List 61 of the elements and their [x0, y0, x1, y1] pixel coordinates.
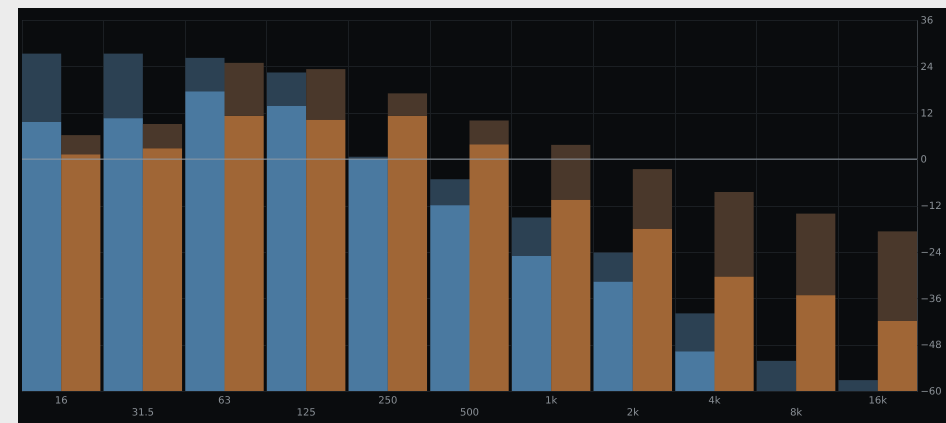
- x-tick-label: 4k: [708, 396, 721, 406]
- x-tick-label: 500: [460, 408, 480, 418]
- bar: [796, 295, 836, 391]
- bar: [61, 135, 100, 154]
- x-tick-label: 16k: [868, 396, 888, 406]
- bar: [594, 282, 633, 391]
- bar: [878, 231, 917, 322]
- bar: [306, 69, 346, 120]
- y-tick-label: −48: [920, 340, 942, 352]
- bar: [306, 120, 346, 391]
- bar: [714, 192, 754, 277]
- bar: [756, 360, 796, 391]
- bar: [714, 276, 754, 391]
- bar: [551, 200, 590, 391]
- x-tick-label: 250: [378, 396, 398, 406]
- y-tick-label: −60: [920, 386, 942, 398]
- y-tick-label: 36: [920, 16, 934, 26]
- x-tick-label: 63: [218, 396, 231, 406]
- x-tick-label: 16: [54, 396, 68, 406]
- bar: [632, 228, 672, 391]
- bar: [22, 122, 62, 391]
- bar: [632, 169, 672, 229]
- x-tick-label: 2k: [626, 408, 640, 418]
- y-tick-label: −24: [920, 247, 942, 258]
- y-tick-label: 0: [920, 154, 927, 166]
- bar: [878, 321, 917, 391]
- bar: [551, 144, 590, 200]
- bar: [266, 72, 306, 106]
- bar: [185, 58, 225, 92]
- y-tick-label: 24: [920, 62, 934, 73]
- bar: [430, 179, 470, 206]
- bar: [470, 120, 509, 144]
- bar: [675, 351, 714, 391]
- bar: [104, 118, 143, 391]
- y-tick-label: −12: [920, 201, 942, 212]
- bar: [430, 205, 470, 391]
- bar: [142, 124, 182, 148]
- bar: [348, 159, 388, 391]
- bar: [512, 217, 552, 256]
- bar: [675, 313, 714, 352]
- bar: [224, 62, 264, 116]
- y-tick-label: −36: [920, 294, 942, 305]
- bar: [104, 54, 143, 118]
- bar: [224, 116, 264, 391]
- bar: [796, 214, 836, 296]
- bar: [388, 93, 428, 116]
- x-tick-label: 8k: [790, 408, 802, 418]
- x-tick-label: 31.5: [132, 408, 154, 418]
- bar: [594, 252, 633, 282]
- bar: [22, 54, 62, 122]
- x-tick-label: 1k: [545, 396, 558, 406]
- bar: [512, 256, 552, 391]
- y-tick-label: 12: [920, 108, 934, 120]
- bar: [266, 106, 306, 391]
- bar: [142, 148, 182, 391]
- bar: [61, 154, 100, 391]
- x-tick-label: 125: [296, 408, 316, 418]
- bar: [388, 116, 428, 391]
- bar: [838, 380, 878, 391]
- bar: [470, 144, 509, 391]
- bar: [185, 91, 225, 391]
